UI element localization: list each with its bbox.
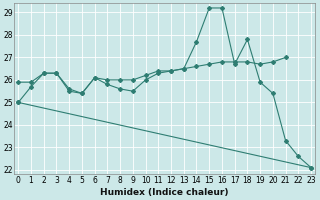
X-axis label: Humidex (Indice chaleur): Humidex (Indice chaleur): [100, 188, 229, 197]
